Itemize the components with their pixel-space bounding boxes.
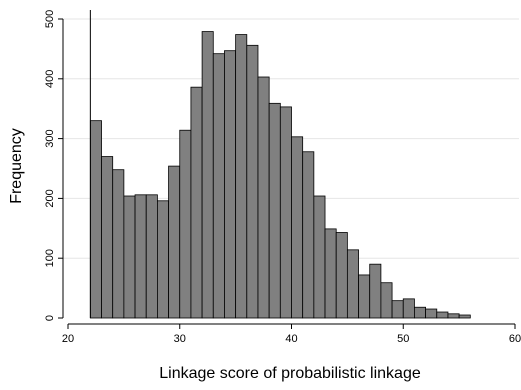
- x-tick-label: 40: [285, 333, 297, 345]
- y-tick-label: 200: [44, 189, 56, 207]
- x-tick-label: 50: [397, 333, 409, 345]
- y-tick-label: 500: [44, 10, 56, 28]
- y-tick-label: 0: [44, 315, 56, 321]
- histogram-bar: [402, 298, 415, 319]
- histogram-bar: [346, 249, 359, 319]
- histogram-bar: [257, 76, 270, 319]
- x-tick-label: 60: [509, 333, 521, 345]
- histogram-bar: [335, 232, 348, 319]
- histogram-bar: [145, 194, 158, 319]
- y-tick-label: 300: [44, 129, 56, 147]
- histogram-bars: [89, 31, 471, 319]
- histogram-bar: [201, 31, 214, 319]
- histogram-bar: [268, 102, 281, 319]
- histogram-bar: [425, 308, 438, 319]
- y-axis: 0 100 200 300 400 500: [44, 10, 64, 321]
- histogram-bar: [279, 106, 292, 319]
- histogram-bar: [436, 311, 449, 319]
- x-tick-label: 20: [62, 333, 74, 345]
- histogram-bar: [246, 44, 259, 319]
- x-tick-label: 30: [174, 333, 186, 345]
- histogram-bar: [380, 282, 393, 319]
- x-axis: 20 30 40 50 60: [62, 323, 521, 345]
- histogram-bar: [414, 306, 426, 319]
- histogram-bar: [168, 165, 181, 319]
- histogram-bar: [101, 156, 114, 319]
- histogram-bar: [212, 53, 225, 319]
- histogram-bar: [447, 313, 460, 319]
- histogram-bar: [224, 50, 237, 319]
- histogram-bar: [313, 195, 326, 319]
- histogram-bar: [235, 34, 248, 319]
- x-axis-title: Linkage score of probabilistic linkage: [159, 365, 421, 382]
- y-tick-label: 400: [44, 70, 56, 88]
- histogram-bar: [302, 151, 315, 319]
- histogram-bar: [391, 300, 404, 319]
- histogram-bar: [291, 136, 304, 319]
- histogram-bar: [156, 200, 169, 319]
- histogram-bar: [324, 228, 337, 319]
- histogram-bar: [112, 169, 125, 319]
- histogram-bar: [134, 194, 147, 319]
- histogram-bar: [358, 274, 371, 319]
- y-tick-label: 100: [44, 249, 56, 267]
- histogram-bar: [89, 120, 102, 319]
- histogram-bar: [123, 195, 136, 319]
- histogram-bar: [190, 86, 203, 319]
- y-axis-title: Frequency: [8, 128, 25, 204]
- histogram-bar: [369, 263, 382, 319]
- histogram-bar: [179, 129, 192, 319]
- histogram-bar: [458, 314, 471, 319]
